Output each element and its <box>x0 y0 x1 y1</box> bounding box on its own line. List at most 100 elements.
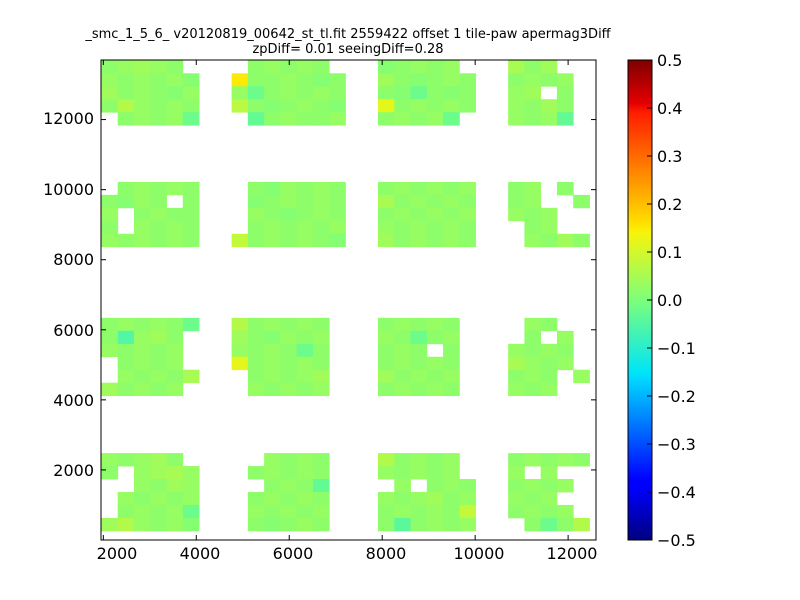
heatmap-cell <box>182 99 200 113</box>
heatmap-cell <box>264 330 281 345</box>
heatmap-cell <box>231 330 249 345</box>
heatmap-cell <box>134 517 151 532</box>
heatmap-cell <box>508 194 525 209</box>
heatmap-cell <box>296 112 314 126</box>
heatmap-cell <box>426 466 444 480</box>
heatmap-cell <box>166 466 184 480</box>
heatmap-cell <box>296 517 314 532</box>
heatmap-cell <box>166 330 184 345</box>
heatmap-cell <box>540 517 558 532</box>
heatmap-cell <box>459 479 477 493</box>
heatmap-cell <box>312 220 330 235</box>
heatmap-cell <box>166 343 184 358</box>
heatmap-cell <box>101 220 119 235</box>
heatmap-cell <box>182 492 200 506</box>
heatmap-cell <box>394 112 411 126</box>
heatmap-cell <box>247 317 265 332</box>
heatmap-cell <box>247 517 265 532</box>
heatmap-cell <box>117 369 135 384</box>
heatmap-cell <box>264 86 281 100</box>
heatmap-cell <box>231 86 249 100</box>
heatmap-cell <box>524 233 542 248</box>
heatmap-cell <box>247 343 265 358</box>
heatmap-cell <box>280 317 298 332</box>
heatmap-cell <box>378 382 395 397</box>
heatmap-cell <box>134 382 151 397</box>
heatmap-cell <box>280 99 298 113</box>
heatmap-cell <box>524 356 542 371</box>
heatmap-cell <box>540 73 558 87</box>
heatmap-cell <box>134 220 151 235</box>
heatmap-cell <box>296 99 314 113</box>
heatmap-cell <box>410 453 428 467</box>
heatmap-cell <box>524 73 542 87</box>
y-tick-label-8000: 8000 <box>53 250 94 269</box>
heatmap-cell <box>378 343 395 358</box>
heatmap-cell <box>247 86 265 100</box>
heatmap-cell <box>150 492 167 506</box>
heatmap-cell <box>524 369 542 384</box>
heatmap-cell <box>410 207 428 222</box>
heatmap-cell <box>459 99 477 113</box>
heatmap-cell <box>329 194 346 209</box>
heatmap-cell <box>459 86 477 100</box>
heatmap-cell <box>540 317 558 332</box>
heatmap-cell <box>378 492 395 506</box>
heatmap-cell <box>182 194 200 209</box>
heatmap-cell <box>540 220 558 235</box>
colorbar-tick-label-neg0.3: −0.3 <box>657 435 696 454</box>
heatmap-cell <box>524 517 542 532</box>
heatmap-cell <box>117 112 135 126</box>
heatmap-cell <box>443 356 460 371</box>
heatmap-cell <box>524 112 542 126</box>
heatmap-cell <box>540 492 558 506</box>
heatmap-cell <box>410 369 428 384</box>
heatmap-cell <box>296 504 314 519</box>
heatmap-cell <box>312 233 330 248</box>
heatmap-cell <box>134 317 151 332</box>
heatmap-cell <box>443 86 460 100</box>
heatmap-cell <box>394 504 411 519</box>
heatmap-cell <box>410 492 428 506</box>
colorbar-tick-label-neg0.2: −0.2 <box>657 387 696 406</box>
heatmap-cell <box>247 233 265 248</box>
heatmap-cell <box>573 453 590 467</box>
heatmap-cell <box>134 356 151 371</box>
heatmap-cell <box>166 453 184 467</box>
heatmap-cell <box>182 479 200 493</box>
heatmap-cell <box>524 99 542 113</box>
heatmap-cell <box>296 343 314 358</box>
heatmap-cell <box>117 317 135 332</box>
heatmap-cell <box>508 382 525 397</box>
heatmap-cell <box>378 194 395 209</box>
heatmap-cell <box>508 207 525 222</box>
heatmap-cell <box>378 86 395 100</box>
heatmap-cell <box>329 233 346 248</box>
heatmap-cell <box>394 207 411 222</box>
heatmap-cell <box>280 86 298 100</box>
heatmap-cell <box>443 73 460 87</box>
heatmap-cell <box>134 233 151 248</box>
heatmap-cell <box>166 517 184 532</box>
heatmap-cell <box>394 356 411 371</box>
heatmap-cell <box>280 233 298 248</box>
heatmap-cell <box>378 112 395 126</box>
heatmap-cell <box>394 73 411 87</box>
heatmap-cell <box>166 233 184 248</box>
heatmap-cell <box>459 517 477 532</box>
x-tick-label-6000: 6000 <box>273 544 314 563</box>
heatmap-cell <box>459 181 477 196</box>
heatmap-cell <box>117 330 135 345</box>
heatmap-cell <box>524 453 542 467</box>
heatmap-cell <box>101 343 119 358</box>
heatmap-cell <box>150 207 167 222</box>
heatmap-cell <box>134 194 151 209</box>
heatmap-cell <box>394 60 411 74</box>
heatmap-cell <box>443 60 460 74</box>
heatmap-cell <box>508 60 525 74</box>
heatmap-cell <box>134 492 151 506</box>
x-tick-label-8000: 8000 <box>366 544 407 563</box>
heatmap-cell <box>329 99 346 113</box>
heatmap-cell <box>573 517 590 532</box>
heatmap-cell <box>540 343 558 358</box>
